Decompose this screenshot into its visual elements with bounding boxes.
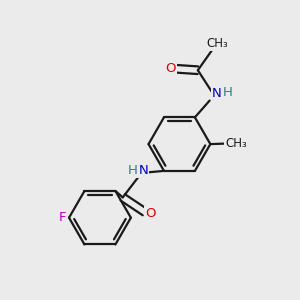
Text: CH₃: CH₃ xyxy=(225,137,247,150)
Text: O: O xyxy=(145,207,155,220)
Text: CH₃: CH₃ xyxy=(206,37,228,50)
Text: H: H xyxy=(222,86,232,99)
Text: F: F xyxy=(59,211,66,224)
Text: O: O xyxy=(165,62,176,75)
Text: N: N xyxy=(212,87,222,100)
Text: N: N xyxy=(139,164,148,177)
Text: H: H xyxy=(128,164,138,177)
